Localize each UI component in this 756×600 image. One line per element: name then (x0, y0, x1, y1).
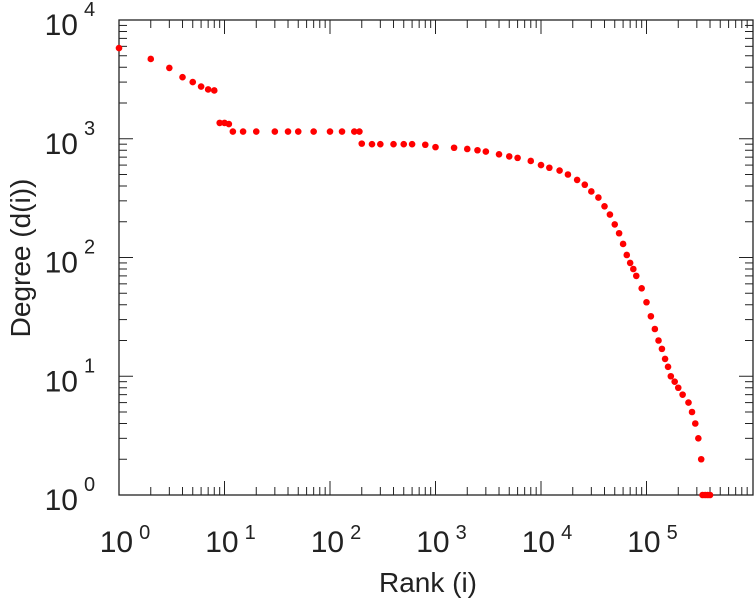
data-point (356, 128, 363, 135)
data-point (691, 420, 699, 427)
data-point (595, 194, 602, 201)
x-tick-label: 10 5 (627, 522, 678, 559)
y-tick-exponent: 2 (84, 237, 95, 259)
data-point (166, 64, 173, 72)
data-point (658, 345, 666, 353)
data-point (588, 188, 595, 195)
data-point (450, 144, 458, 152)
data-point (623, 251, 631, 259)
data-point (216, 119, 223, 127)
data-point (229, 128, 237, 135)
data-point (115, 44, 123, 52)
data-point (204, 86, 212, 93)
data-point (189, 78, 197, 86)
data-point (688, 408, 696, 416)
data-point (581, 181, 589, 189)
data-point (638, 285, 645, 292)
data-point (421, 141, 429, 149)
data-point (326, 128, 334, 135)
data-point (556, 167, 563, 174)
y-tick-label: 10 (45, 365, 78, 398)
data-point (647, 312, 655, 320)
data-point (655, 337, 662, 344)
data-point (537, 161, 545, 169)
data-point (495, 150, 503, 158)
data-point (527, 157, 535, 165)
data-point (679, 391, 686, 398)
data-point (615, 229, 623, 237)
data-point (514, 154, 521, 162)
x-axis-label: Rank (i) (379, 567, 477, 598)
data-point (564, 171, 572, 178)
data-point (294, 128, 302, 135)
x-tick-label: 10 1 (205, 522, 256, 559)
data-point (626, 259, 634, 267)
x-axis-tick-labels: 10 0 10 1 10 2 10 3 10 4 10 5 (100, 522, 678, 559)
y-tick-exponent: 3 (84, 118, 95, 140)
data-point (225, 120, 233, 128)
data-point (197, 83, 205, 90)
data-point (358, 140, 366, 147)
y-axis-ticks (119, 24, 753, 496)
data-point (601, 202, 608, 210)
data-point (390, 140, 397, 148)
y-tick-exponent: 4 (84, 0, 95, 21)
y-tick-label: 10 (45, 247, 78, 280)
data-point (368, 140, 376, 148)
data-point (463, 145, 471, 153)
data-points (115, 44, 714, 499)
x-tick-label: 10 2 (311, 522, 362, 559)
data-point (674, 384, 682, 392)
y-tick-label: 10 (45, 128, 78, 161)
y-axis-tick-labels: 10 0 10 1 10 2 10 3 10 4 (45, 0, 96, 517)
data-point (651, 325, 659, 333)
y-tick-label: 10 (45, 484, 78, 517)
data-point (400, 140, 408, 148)
data-point (284, 128, 292, 135)
data-point (210, 87, 218, 94)
data-point (697, 455, 705, 463)
data-point (252, 128, 260, 135)
data-point (408, 140, 416, 148)
data-point (271, 128, 279, 135)
data-point (377, 140, 384, 148)
data-point (671, 378, 678, 385)
x-tick-label: 10 4 (522, 522, 573, 559)
data-point (179, 73, 186, 81)
data-point (606, 211, 614, 218)
data-point (695, 435, 702, 442)
data-point (619, 240, 627, 248)
data-point (706, 491, 714, 499)
x-tick-label: 10 3 (416, 522, 467, 559)
data-point (573, 176, 581, 184)
data-point (239, 128, 247, 135)
data-point (611, 221, 619, 228)
y-tick-exponent: 1 (84, 355, 95, 377)
data-point (661, 355, 669, 363)
x-axis-ticks (118, 20, 748, 495)
data-point (546, 164, 553, 172)
data-point (482, 148, 490, 155)
x-tick-label: 10 0 (100, 522, 151, 559)
y-axis-label: Degree (d(i)) (5, 179, 36, 338)
data-point (664, 363, 672, 371)
data-point (351, 128, 358, 135)
data-point (667, 372, 675, 380)
data-point (505, 153, 513, 160)
data-point (630, 265, 637, 273)
data-point (685, 399, 692, 406)
data-point (338, 128, 346, 135)
data-point (643, 298, 650, 306)
y-tick-exponent: 0 (84, 474, 95, 496)
data-point (632, 272, 640, 280)
data-point (432, 143, 439, 151)
data-point (474, 146, 481, 154)
data-point (310, 128, 317, 135)
data-point (147, 55, 155, 63)
y-tick-label: 10 (45, 9, 78, 42)
